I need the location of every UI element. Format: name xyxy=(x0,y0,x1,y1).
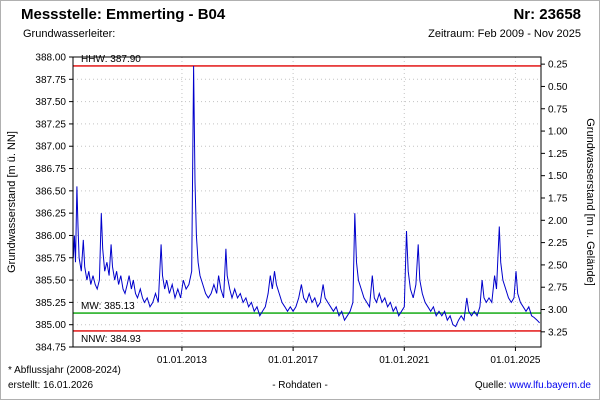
refline-label-mw: MW: 385.13 xyxy=(81,301,135,312)
y-left-tick-label: 387.25 xyxy=(35,119,66,130)
y-left-tick-label: 386.00 xyxy=(35,231,66,242)
y-axis-label-left: Grundwasserstand [m ü. NN] xyxy=(6,131,18,273)
series-line xyxy=(72,65,540,328)
y-left-tick-label: 386.25 xyxy=(35,209,66,220)
y-right-tick-label: 3.25 xyxy=(548,327,568,338)
y-left-tick-label: 388.00 xyxy=(35,53,66,64)
refline-label-hhw: HHW: 387.90 xyxy=(81,54,141,65)
y-left-tick-label: 384.75 xyxy=(35,343,66,354)
y-left-tick-label: 387.00 xyxy=(35,142,66,153)
y-right-tick-label: 2.00 xyxy=(548,216,568,227)
y-left-tick-label: 385.00 xyxy=(35,320,66,331)
y-right-tick-label: 1.75 xyxy=(548,193,568,204)
y-left-tick-label: 387.50 xyxy=(35,97,66,108)
x-tick-label: 01.01.2025 xyxy=(490,355,540,366)
x-tick-label: 01.01.2017 xyxy=(268,355,318,366)
y-right-tick-label: 0.75 xyxy=(548,104,568,115)
source-link[interactable]: www.lfu.bayern.de xyxy=(509,380,591,391)
source-label: Quelle: xyxy=(474,380,507,391)
y-left-tick-label: 385.50 xyxy=(35,276,66,287)
y-left-tick-label: 385.75 xyxy=(35,253,66,264)
source-line: Quelle: www.lfu.bayern.de xyxy=(475,380,591,391)
created-date: erstellt: 16.01.2026 xyxy=(8,380,94,391)
station-number: Nr: 23658 xyxy=(513,6,581,23)
y-left-tick-label: 386.50 xyxy=(35,186,66,197)
period-label: Zeitraum: Feb 2009 - Nov 2025 xyxy=(428,28,581,40)
y-right-tick-label: 0.50 xyxy=(548,82,568,93)
y-left-tick-label: 387.75 xyxy=(35,75,66,86)
x-tick-label: 01.01.2021 xyxy=(379,355,429,366)
raw-data-label: - Rohdaten - xyxy=(272,380,328,391)
y-right-tick-label: 1.00 xyxy=(548,127,568,138)
y-right-tick-label: 2.25 xyxy=(548,238,568,249)
y-left-tick-label: 386.75 xyxy=(35,164,66,175)
y-right-tick-label: 0.25 xyxy=(548,60,568,71)
plot-frame xyxy=(72,56,542,348)
y-axis-label-right: Grundwasserstand [m u. Gelände] xyxy=(584,118,596,286)
y-right-tick-label: 3.00 xyxy=(548,305,568,316)
x-tick-label: 01.01.2013 xyxy=(157,355,207,366)
y-right-tick-label: 1.25 xyxy=(548,149,568,160)
footnote-abflussjahr: * Abflussjahr (2008-2024) xyxy=(8,365,121,376)
aquifer-label: Grundwasserleiter: xyxy=(23,28,116,40)
refline-label-nnw: NNW: 384.93 xyxy=(81,334,141,345)
page-title: Messstelle: Emmerting - B04 xyxy=(21,6,226,23)
y-right-tick-label: 1.50 xyxy=(548,171,568,182)
y-left-tick-label: 385.25 xyxy=(35,298,66,309)
y-right-tick-label: 2.75 xyxy=(548,283,568,294)
y-right-tick-label: 2.50 xyxy=(548,260,568,271)
